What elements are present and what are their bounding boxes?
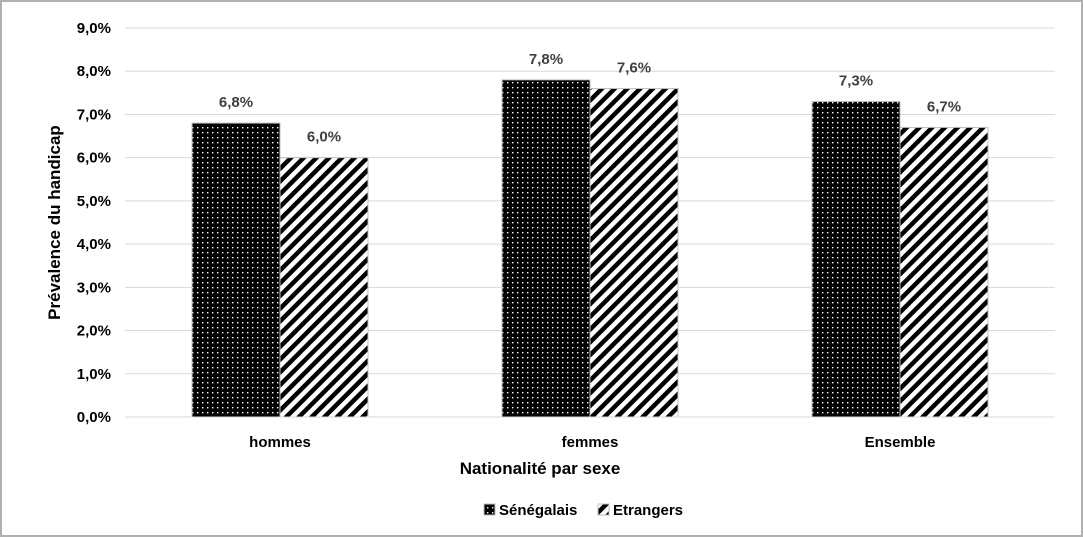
legend-swatch: [597, 503, 610, 516]
y-tick-label: 4,0%: [77, 236, 111, 253]
y-axis-title: Prévalence du handicap: [45, 125, 64, 320]
y-tick-label: 9,0%: [77, 20, 111, 37]
x-category-label: hommes: [249, 434, 311, 451]
y-tick-label: 7,0%: [77, 106, 111, 123]
bar: [279, 157, 369, 418]
data-label: 6,7%: [927, 98, 961, 115]
y-tick-label: 1,0%: [77, 366, 111, 383]
legend-swatch: [483, 503, 496, 516]
x-axis-categories: hommes femmes Ensemble: [249, 434, 935, 451]
y-axis-ticks: 0,0% 1,0% 2,0% 3,0% 4,0% 5,0% 6,0% 7,0% 8,0% 9,0%: [77, 20, 111, 426]
legend-label: Etrangers: [613, 502, 683, 519]
x-category-label: femmes: [562, 434, 619, 451]
x-axis-title: Nationalité par sexe: [460, 459, 621, 478]
data-label: 6,0%: [307, 129, 341, 146]
data-label: 6,8%: [219, 94, 253, 111]
data-label: 7,8%: [529, 51, 563, 68]
bar: [589, 88, 679, 418]
bar: [899, 126, 989, 418]
data-labels: 6,8% 6,0% 7,8% 7,6% 7,3% 6,7%: [219, 51, 961, 146]
y-tick-label: 8,0%: [77, 63, 111, 80]
bar: [811, 100, 901, 418]
bar: [501, 79, 591, 418]
legend-label: Sénégalais: [499, 502, 577, 519]
bars: [191, 79, 989, 418]
bar: [191, 122, 281, 418]
y-tick-label: 2,0%: [77, 323, 111, 340]
data-label: 7,3%: [839, 72, 873, 89]
legend: Sénégalais Etrangers: [483, 502, 683, 519]
y-tick-label: 6,0%: [77, 150, 111, 167]
x-category-label: Ensemble: [865, 434, 936, 451]
data-label: 7,6%: [617, 60, 651, 77]
y-tick-label: 0,0%: [77, 409, 111, 426]
y-tick-label: 3,0%: [77, 279, 111, 296]
y-tick-label: 5,0%: [77, 193, 111, 210]
